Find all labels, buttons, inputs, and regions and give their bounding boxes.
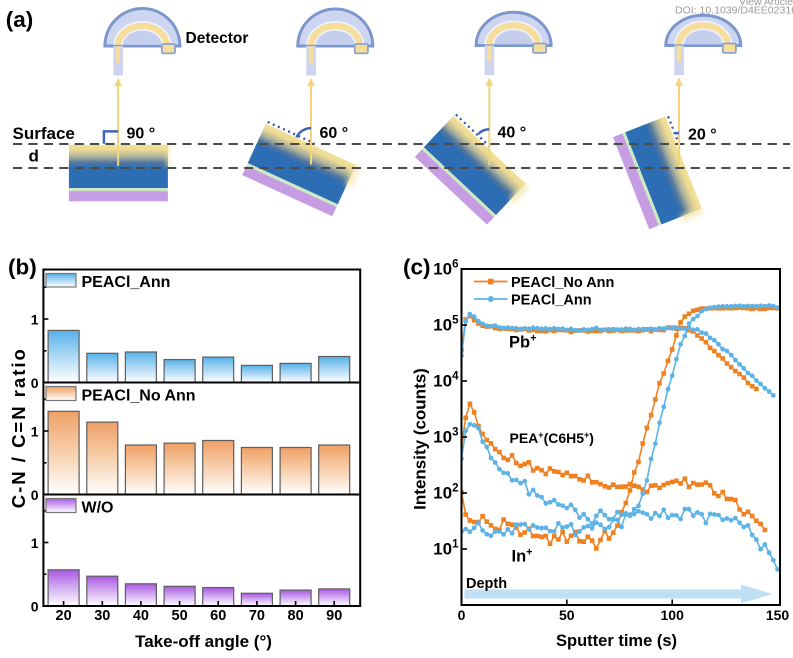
svg-text:106: 106 [433,259,458,279]
svg-text:Depth: Depth [466,576,507,592]
svg-text:20: 20 [56,608,72,624]
svg-text:40: 40 [133,608,149,624]
svg-text:(a): (a) [6,7,34,32]
svg-text:C-N / C=N ratio: C-N / C=N ratio [8,347,29,508]
svg-text:30: 30 [94,608,110,624]
svg-text:40 °: 40 ° [498,125,527,142]
svg-text:In+: In+ [512,547,533,566]
svg-text:(c): (c) [403,255,431,280]
svg-text:PEACl_No Ann: PEACl_No Ann [82,388,196,405]
svg-text:(b): (b) [8,255,37,280]
svg-text:0: 0 [31,487,39,503]
svg-text:70: 70 [249,608,265,624]
svg-text:PEACl_Ann: PEACl_Ann [82,274,171,291]
svg-text:60: 60 [210,608,226,624]
svg-text:View Article Online: View Article Online [739,0,793,8]
svg-text:1: 1 [31,535,39,551]
svg-text:105: 105 [433,315,459,335]
svg-text:DOI: 10.1039/D4EE02316A: DOI: 10.1039/D4EE02316A [675,5,793,17]
svg-text:102: 102 [433,483,458,503]
svg-text:0: 0 [458,607,466,623]
svg-text:Surface: Surface [13,124,75,143]
svg-text:1: 1 [31,312,39,328]
svg-text:W/O: W/O [82,500,114,517]
svg-text:90 °: 90 ° [127,126,156,143]
svg-text:103: 103 [433,427,458,447]
svg-text:0: 0 [31,599,39,615]
svg-text:1: 1 [31,424,39,440]
svg-text:PEACl_Ann: PEACl_Ann [511,293,592,309]
svg-text:Pb+: Pb+ [509,333,537,352]
svg-text:d: d [29,147,39,166]
svg-text:PEACl_No Ann: PEACl_No Ann [511,275,614,291]
svg-text:Sputter time (s): Sputter time (s) [556,632,677,650]
svg-text:20 °: 20 ° [688,127,717,144]
svg-text:150: 150 [766,607,790,623]
svg-text:Intensity (counts): Intensity (counts) [411,368,430,510]
svg-text:90: 90 [326,608,342,624]
svg-text:50: 50 [172,608,188,624]
svg-text:104: 104 [433,371,459,391]
svg-text:0: 0 [31,375,39,391]
svg-text:50: 50 [559,607,575,623]
svg-text:101: 101 [433,539,459,559]
svg-text:80: 80 [288,608,304,624]
svg-text:Detector: Detector [186,30,249,47]
svg-text:Take-off angle (°): Take-off angle (°) [135,632,272,651]
svg-text:100: 100 [661,607,685,623]
svg-text:PEA+(C6H5+): PEA+(C6H5+) [510,430,594,446]
svg-text:60 °: 60 ° [320,125,349,142]
